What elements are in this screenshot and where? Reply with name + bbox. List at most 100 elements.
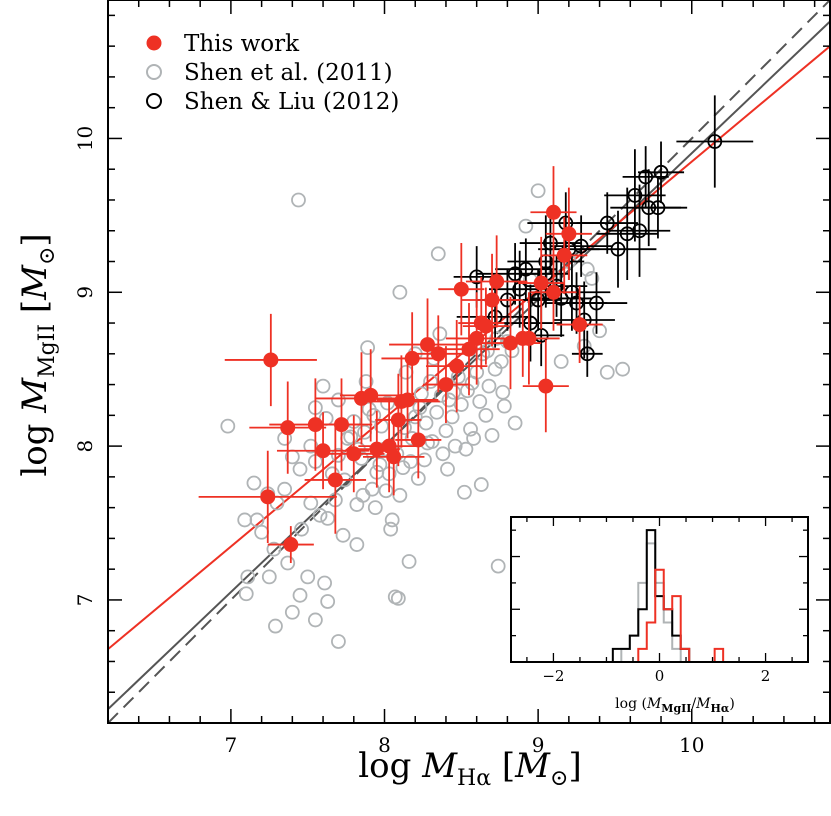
this-work-point	[561, 226, 577, 242]
this-work-point	[461, 341, 477, 357]
shen2011-point	[367, 500, 383, 516]
this-work-point	[346, 446, 362, 462]
shenliu-point	[638, 169, 654, 185]
shen2011-point	[291, 192, 306, 208]
shen2011-point	[240, 569, 256, 585]
shen2011-point	[446, 384, 462, 400]
shen2011-point	[464, 375, 480, 391]
shen2011-point	[358, 374, 374, 389]
shen2011-point	[481, 378, 497, 394]
shen2011-point	[331, 634, 346, 649]
shen2011-point	[366, 407, 382, 423]
shen2011-point	[331, 447, 346, 463]
shen2011-point	[417, 452, 432, 468]
this-work-point	[260, 489, 276, 505]
shen2011-point	[435, 446, 451, 462]
shenliu-point	[632, 223, 647, 239]
shen2011-point	[335, 527, 351, 543]
shen2011-point	[496, 398, 512, 414]
this-work-point	[469, 330, 485, 346]
shen2011-point	[458, 441, 474, 457]
y-tick-label: 9	[73, 286, 97, 299]
shen2011-point	[378, 483, 394, 499]
y-tick-label: 10	[73, 126, 97, 151]
shen2011-point	[478, 407, 494, 423]
shen2011-point	[261, 569, 277, 585]
shenliu-point	[469, 269, 485, 285]
shen2011-point	[343, 429, 359, 445]
this-work-point	[489, 274, 505, 290]
shen2011-point	[401, 554, 417, 569]
shenliu-point	[523, 315, 538, 331]
this-work-point	[283, 537, 299, 553]
shen2011-point	[453, 397, 469, 412]
shenliu-point	[653, 164, 669, 180]
shenliu-point	[707, 134, 723, 149]
shen2011-point	[355, 487, 371, 503]
shen2011-point	[280, 555, 296, 571]
legend: This work Shen et al. (2011) Shen & Liu …	[146, 31, 399, 115]
x-tick-label: 7	[225, 733, 238, 757]
shen2011-point	[331, 392, 346, 408]
x-tick-label: 8	[378, 733, 391, 757]
y-tick-label: 7	[73, 594, 97, 607]
shen2011-point	[495, 384, 511, 400]
this-work-point	[390, 412, 406, 428]
shenliu-point	[610, 241, 626, 257]
shenliu-point	[579, 346, 595, 362]
shen2011-point	[384, 512, 400, 528]
this-work-point	[502, 335, 518, 351]
this-work-point	[315, 443, 331, 459]
legend-label-shenliu: Shen & Liu (2012)	[184, 89, 399, 115]
this-work-point	[556, 247, 572, 263]
shen2011-point	[383, 521, 399, 537]
shen2011-point	[315, 378, 331, 394]
this-work-point	[478, 318, 494, 334]
shen2011-point	[392, 487, 408, 503]
x-tick-label: 10	[679, 733, 704, 757]
shen2011-point	[460, 383, 475, 399]
shen2011-point	[530, 183, 546, 199]
shen2011-point	[473, 477, 489, 492]
shen2011-point	[440, 461, 455, 477]
this-work-point	[404, 350, 420, 366]
this-work-point	[386, 449, 402, 465]
inset-x-label: log (MMgII/MHα)	[615, 696, 735, 715]
this-work-point	[420, 337, 436, 353]
this-work-point	[307, 417, 323, 433]
shen2011-point	[423, 374, 438, 389]
shen2011-point	[615, 361, 631, 377]
shen2011-point	[220, 418, 236, 434]
plot-frame	[107, 0, 831, 724]
shen2011-point	[444, 409, 460, 425]
shen2011-point	[292, 461, 308, 477]
shen2011-point	[463, 421, 478, 437]
shen2011-point	[320, 594, 336, 609]
shenliu-point	[589, 295, 604, 311]
shen2011-point	[300, 569, 316, 585]
this-work-point	[545, 284, 561, 300]
axis-tick-labels: 7 8 9 10 7 8 9 10	[73, 126, 704, 757]
shen2011-point	[592, 323, 607, 339]
this-work-point	[438, 377, 454, 393]
legend-marker-shenliu	[146, 93, 162, 109]
this-work-point	[521, 330, 537, 346]
shenliu-point	[530, 292, 546, 308]
x-axis-label: log MHα [M⊙]	[358, 746, 581, 791]
this-work-points	[198, 166, 603, 564]
shen2011-point	[490, 558, 506, 574]
inset-histogram: −2 0 2 log (MMgII/MHα)	[510, 516, 809, 715]
this-work-point	[333, 417, 349, 433]
inset-ticks: −2 0 2	[511, 517, 808, 685]
shen2011-point	[429, 404, 445, 420]
shen2011-point	[480, 343, 495, 359]
shen2011-point	[441, 392, 457, 408]
shen2011-point	[424, 434, 440, 449]
shen2011-point	[599, 364, 615, 380]
shen2011-point	[254, 524, 270, 540]
inset-x-tick-label: −2	[542, 667, 564, 685]
shen2011-point	[390, 590, 406, 606]
inset-x-tick-label: 2	[761, 667, 771, 685]
shen2011-point	[307, 612, 323, 628]
